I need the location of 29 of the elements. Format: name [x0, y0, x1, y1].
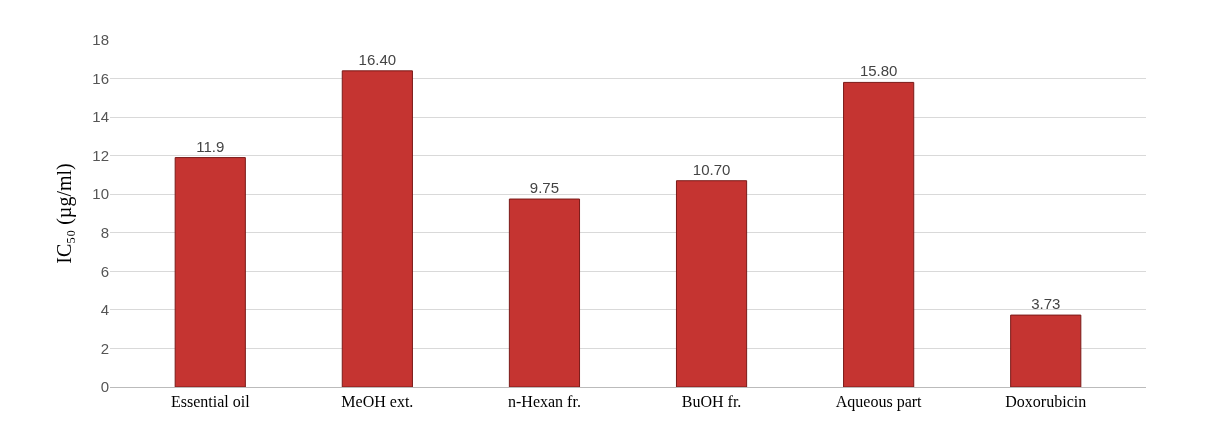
y-tick-label: 16 — [92, 69, 109, 87]
y-tick-label: 6 — [100, 262, 109, 280]
x-tick-label: n-Hexan fr. — [508, 393, 581, 411]
y-tick-label: 18 — [92, 31, 109, 49]
data-label: 11.9 — [196, 137, 225, 155]
x-tick-label: BuOH fr. — [681, 393, 742, 411]
y-axis-title: IC₅₀ (µg/ml) — [52, 163, 76, 264]
x-tick-label: Doxorubicin — [1005, 393, 1087, 411]
x-tick-label: Aqueous part — [835, 393, 923, 412]
y-tick-label: 14 — [92, 108, 109, 126]
bar — [174, 157, 246, 387]
bar — [508, 198, 581, 387]
y-tick-label: 4 — [100, 301, 109, 319]
data-label: 9.75 — [529, 179, 560, 197]
data-label: 16.40 — [358, 50, 397, 68]
bar — [675, 180, 748, 387]
bar — [341, 70, 413, 387]
y-tick-label: 8 — [100, 224, 109, 242]
bar — [843, 81, 915, 387]
data-label: 10.70 — [692, 160, 731, 178]
y-tick-label: 10 — [92, 185, 109, 203]
bar — [1010, 314, 1082, 387]
y-tick-label: 2 — [100, 339, 109, 357]
y-tick-label: 0 — [100, 378, 109, 396]
x-tick-label: Essential oil — [170, 393, 251, 411]
data-label: 3.73 — [1031, 295, 1061, 313]
data-label: 15.80 — [859, 62, 898, 80]
y-tick-label: 12 — [92, 146, 109, 164]
x-tick-label: MeOH ext. — [341, 393, 414, 411]
